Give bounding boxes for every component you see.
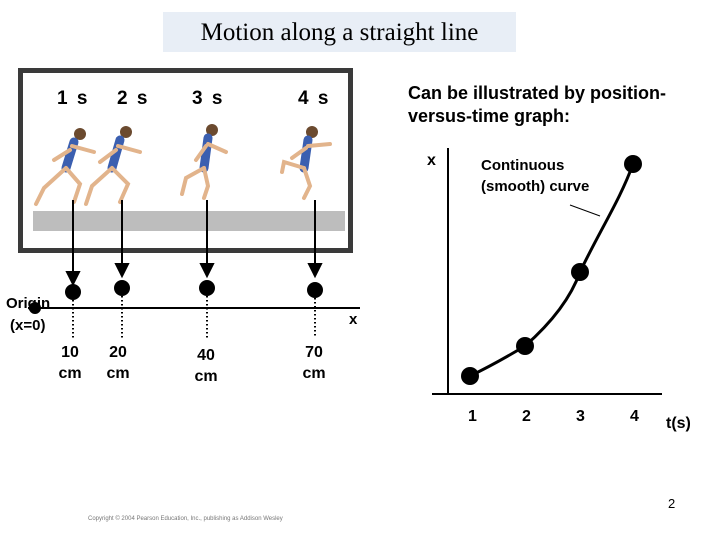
position-dot-1 — [65, 284, 81, 300]
page-number: 2 — [668, 496, 676, 511]
curve-label-line1: Continuous — [481, 157, 565, 174]
slide-title: Motion along a straight line — [200, 19, 479, 46]
graph-point-4 — [624, 155, 642, 173]
arrow-head-2 — [114, 263, 130, 279]
graph-description: Can be illustrated by position-versus-ti… — [408, 83, 667, 126]
position-dot-2 — [114, 280, 130, 296]
arrow-head-4 — [307, 263, 323, 279]
position-dot-3 — [199, 280, 215, 296]
curve-label-pointer — [569, 204, 601, 217]
runner-figure-2 — [84, 126, 142, 206]
position-markers — [29, 280, 323, 314]
arrow-head-1 — [65, 271, 81, 287]
position-value-40cm: 40 cm — [194, 347, 218, 385]
position-value-20cm: 20 cm — [106, 344, 130, 382]
t-tick-1: 1 — [468, 408, 477, 425]
origin-x-label: (x=0) — [10, 317, 46, 334]
graph-point-3 — [571, 263, 589, 281]
time-label-4s: 4 s — [298, 88, 331, 109]
curve-label-line2: (smooth) curve — [481, 178, 590, 195]
runner-figure-4 — [280, 126, 332, 200]
t-tick-2: 2 — [522, 408, 531, 425]
origin-label: Origin — [6, 295, 51, 312]
time-label-1s: 1 s — [57, 88, 90, 109]
t-tick-3: 3 — [576, 408, 585, 425]
origin-dot — [29, 302, 41, 314]
position-axis-x-label: x — [349, 311, 358, 328]
t-axis-label: t(s) — [666, 415, 691, 432]
position-time-curve — [469, 163, 635, 378]
runner-figure-3 — [180, 124, 228, 200]
time-label-2s: 2 s — [117, 88, 150, 109]
copyright-notice: Copyright © 2004 Pearson Education, Inc.… — [88, 516, 283, 522]
graph-point-1 — [461, 367, 479, 385]
runner-figure-1 — [34, 128, 96, 206]
position-value-10cm: 10 cm — [58, 344, 82, 382]
graph-y-label: x — [427, 152, 436, 169]
time-label-3s: 3 s — [192, 88, 225, 109]
t-tick-4: 4 — [630, 408, 639, 425]
arrow-head-3 — [199, 263, 215, 279]
position-dot-4 — [307, 282, 323, 298]
position-value-70cm: 70 cm — [302, 344, 326, 382]
graph-point-2 — [516, 337, 534, 355]
title-banner: Motion along a straight line — [163, 12, 516, 52]
track-strip — [33, 211, 345, 231]
